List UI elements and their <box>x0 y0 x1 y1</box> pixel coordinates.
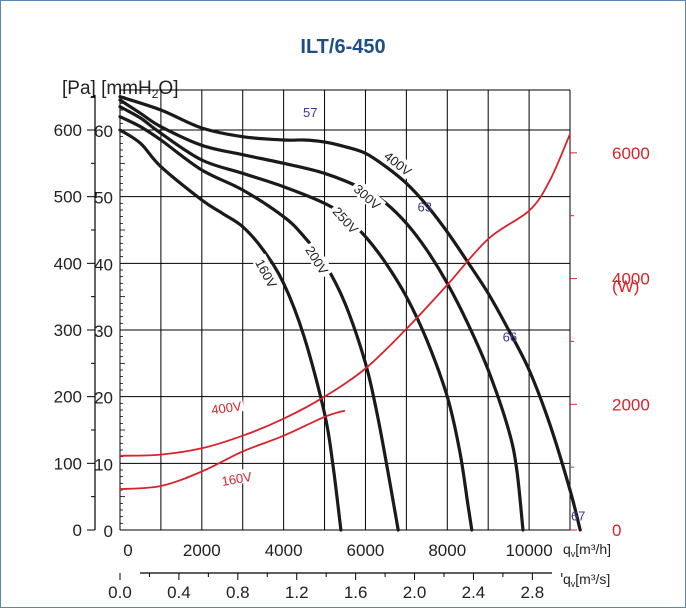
curve-label-bg <box>301 240 334 279</box>
m3s-tick-label: 2.8 <box>521 583 545 602</box>
w-tick-label: 2000 <box>612 395 650 414</box>
m3s-tick-label: 1.2 <box>285 583 309 602</box>
chart-title: ILT/6-450 <box>300 36 385 58</box>
pressure-curve-400v <box>118 95 582 532</box>
mmh2o-tick-label: 0 <box>104 522 113 541</box>
pa-tick-label: 300 <box>54 321 82 340</box>
pressure-curve-300v <box>118 98 525 532</box>
m3h-tick-label: 6000 <box>347 541 385 560</box>
power-label-400v: 400V <box>210 398 242 417</box>
pa-tick-label: 0 <box>73 521 82 540</box>
pressure-curve-160v <box>118 128 343 532</box>
power-axis-label: (W) <box>612 277 639 296</box>
x-axis-label-m3s: qv[m³/s] <box>563 571 610 589</box>
power-label-bg <box>218 467 255 488</box>
power-label-bg <box>208 397 245 416</box>
power-curve-400v <box>119 133 571 457</box>
x-axis-label-m3h: qv[m³/h] <box>563 541 611 559</box>
m3s-tick-label: 0.4 <box>167 583 191 602</box>
pa-axis: 0 100 200 300 400 500 600 <box>54 95 96 540</box>
curve-label-bg <box>349 178 387 214</box>
pa-tick-label: 500 <box>54 188 82 207</box>
mmh2o-tick-label: 30 <box>94 322 113 341</box>
mmh2o-tick-label: 60 <box>94 122 113 141</box>
pressure-curve-200v <box>118 115 400 532</box>
pa-tick-label: 400 <box>54 254 82 273</box>
m3s-tick-label: 2.4 <box>462 583 486 602</box>
m3h-tick-label: 10000 <box>505 541 552 560</box>
power-curve-160v <box>119 409 346 490</box>
m3h-tick-label: 2000 <box>183 541 221 560</box>
w-tick-label: 0 <box>612 521 621 540</box>
m3h-tick-label: 4000 <box>265 541 303 560</box>
mmh2o-tick-label: 50 <box>94 189 113 208</box>
mmh2o-tick-label: 20 <box>94 389 113 408</box>
m3s-axis: 0.0 0.4 0.8 1.2 1.6 2.0 2.4 2.8 <box>108 572 563 602</box>
curve-label-bg <box>328 201 364 239</box>
pa-tick-label: 100 <box>54 454 82 473</box>
m3h-tick-label: 0 <box>123 541 132 560</box>
grid <box>119 89 571 531</box>
m3s-tick-label: 2.0 <box>403 583 427 602</box>
m3s-tick-label: 1.6 <box>344 583 368 602</box>
w-tick-label: 4000 <box>612 270 650 289</box>
pressure-curve-250v <box>118 105 474 532</box>
pa-tick-label: 600 <box>54 121 82 140</box>
m3s-tick-label: 0.0 <box>108 583 132 602</box>
mmh2o-tick-label: 10 <box>94 455 113 474</box>
curve-label-bg <box>379 145 418 180</box>
m3s-tick-label: 0.8 <box>226 583 250 602</box>
y-units-label: [Pa] [mmH2O] <box>62 78 178 101</box>
w-tick-label: 6000 <box>612 144 650 163</box>
power-label-160v: 160V <box>220 469 253 489</box>
pa-tick-label: 200 <box>54 388 82 407</box>
m3h-tick-label: 8000 <box>428 541 466 560</box>
curve-label-bg <box>251 253 282 293</box>
mmh2o-tick-label: 40 <box>94 255 113 274</box>
efficiency-label-67: 67 <box>571 508 585 523</box>
efficiency-label-66: 66 <box>503 330 517 345</box>
efficiency-label-57: 57 <box>303 105 317 120</box>
efficiency-label-63: 63 <box>418 200 432 215</box>
